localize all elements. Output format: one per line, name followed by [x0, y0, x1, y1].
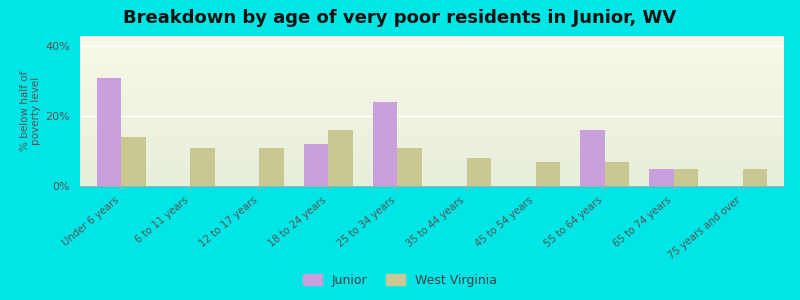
Bar	[374, 102, 398, 186]
Bar	[742, 169, 766, 186]
Legend: Junior, West Virginia: Junior, West Virginia	[299, 270, 501, 291]
Text: Breakdown by age of very poor residents in Junior, WV: Breakdown by age of very poor residents …	[123, 9, 677, 27]
Bar	[98, 78, 122, 186]
Bar	[674, 169, 698, 186]
Y-axis label: % below half of
poverty level: % below half of poverty level	[20, 71, 42, 151]
Bar	[190, 148, 214, 186]
Bar	[650, 169, 674, 186]
Bar	[304, 144, 329, 186]
Bar	[329, 130, 353, 186]
Bar	[535, 162, 560, 186]
Bar	[605, 162, 629, 186]
Bar	[580, 130, 605, 186]
Bar	[122, 137, 146, 186]
Bar	[259, 148, 284, 186]
Bar	[398, 148, 422, 186]
Bar	[466, 158, 490, 186]
